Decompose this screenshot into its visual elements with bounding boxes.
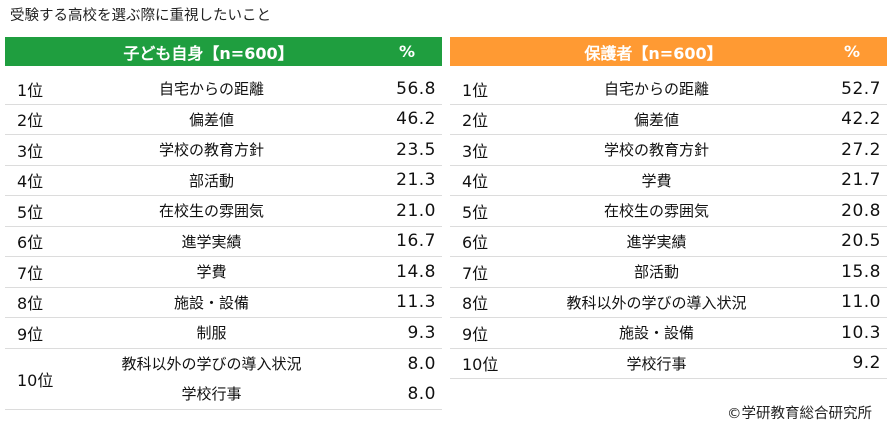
percent-value: 9.2: [852, 353, 881, 374]
percent-value: 56.8: [396, 78, 436, 99]
table-row: 2位 偏差値 46.2: [5, 105, 442, 135]
percent-value: 14.8: [396, 261, 436, 282]
item-label: 進学実績: [181, 232, 242, 251]
rank-label: 9位: [17, 324, 44, 344]
percent-value: 20.8: [841, 200, 881, 221]
percent-value: 21.0: [396, 200, 436, 221]
item-label: 在校生の雰囲気: [158, 202, 264, 221]
rank-label: 6位: [462, 233, 489, 253]
table-row: 6位 進学実績 16.7: [5, 227, 442, 257]
item-label: 部活動: [633, 263, 679, 282]
item-label: 部活動: [188, 171, 234, 190]
item-label: 学校行事: [181, 385, 242, 403]
rank-label: 8位: [17, 294, 44, 314]
table-row: 4位 学費 21.7: [450, 166, 887, 196]
table-row: 9位 制服 9.3: [5, 318, 442, 349]
percent-value: 16.7: [396, 231, 436, 252]
table-header: 子ども自身【n=600】 %: [5, 37, 442, 66]
percent-value: 42.2: [841, 109, 881, 130]
rank-label: 7位: [17, 263, 44, 283]
item-label: 自宅からの距離: [158, 80, 264, 99]
percent-value: 11.0: [841, 292, 881, 313]
percent-value: 9.3: [407, 322, 436, 343]
percent-value: 20.5: [841, 231, 881, 252]
item-label: 教科以外の学びの導入状況: [566, 293, 747, 312]
rank-label: 10位: [462, 355, 499, 375]
rank-label: 4位: [462, 172, 489, 192]
table-row: 8位 施設・設備 11.3: [5, 288, 442, 318]
percent-value: 27.2: [841, 139, 881, 160]
table-row: 6位 進学実績 20.5: [450, 227, 887, 257]
percent-value: 11.3: [396, 292, 436, 313]
percent-value: 46.2: [396, 109, 436, 130]
item-label: 施設・設備: [173, 293, 249, 312]
table-row: 3位 学校の教育方針 23.5: [5, 135, 442, 166]
rank-label: 5位: [462, 202, 489, 222]
item-label: 自宅からの距離: [603, 80, 709, 99]
item-label: 制服: [196, 324, 227, 343]
rank-label: 3位: [17, 141, 44, 161]
children-ranking-table: 子ども自身【n=600】 % 1位 自宅からの距離 56.8 2位 偏差値 46.2 3位学…: [5, 37, 442, 410]
page-title: 受験する高校を選ぶ際に重視したいこと: [10, 8, 271, 24]
percent-value: 52.7: [841, 78, 881, 99]
rank-label: 3位: [462, 141, 489, 161]
table-row: 9位 施設・設備 10.3: [450, 318, 887, 349]
copyright-credit: ©学研教育総合研究所: [727, 406, 872, 422]
table-row: 1位 自宅からの距離 52.7: [450, 74, 887, 105]
table-row: 4位 部活動 21.3: [5, 166, 442, 196]
table-row: 1位 自宅からの距離 56.8: [5, 74, 442, 105]
item-label: 施設・設備: [618, 324, 694, 343]
item-label: 進学実績: [626, 232, 687, 251]
item-label: 学費: [196, 263, 227, 282]
rank-label: 7位: [462, 263, 489, 283]
percent-value: 15.8: [841, 261, 881, 282]
percent-value: 8.0: [407, 383, 436, 404]
rank-label: 8位: [462, 294, 489, 314]
percent-value: 8.0: [407, 353, 436, 374]
rank-label: 2位: [462, 111, 489, 131]
percent-value: 21.3: [396, 170, 436, 191]
item-label: 学校の教育方針: [603, 141, 709, 160]
item-label: 教科以外の学びの導入状況: [121, 355, 302, 373]
table-row: 10位 教科以外の学びの導入状況 8.0 学校行事 8.0: [5, 349, 442, 410]
table-header: 保護者【n=600】 %: [450, 37, 887, 66]
rank-label: 2位: [17, 111, 44, 131]
table-row: 10位 学校行事 9.2: [450, 349, 887, 379]
item-label: 学校行事: [626, 354, 687, 373]
header-percent: %: [843, 42, 861, 61]
header-percent: %: [398, 42, 416, 61]
table-row: 8位 教科以外の学びの導入状況 11.0: [450, 288, 887, 318]
parents-ranking-table: 保護者【n=600】 % 1位 自宅からの距離 52.7 2位 偏差値 42.2 3位 学校の…: [450, 37, 887, 379]
item-label: 在校生の雰囲気: [603, 202, 709, 221]
table-row: 7位 学費 14.8: [5, 257, 442, 288]
rank-label: 10位: [17, 370, 54, 390]
rank-label: 1位: [17, 80, 44, 100]
rank-label: 5位: [17, 202, 44, 222]
table-row: 7位 部活動 15.8: [450, 257, 887, 288]
table-row: 3位 学校の教育方針 27.2: [450, 135, 887, 166]
table-row: 5位 在校生の雰囲気 20.8: [450, 196, 887, 227]
percent-value: 23.5: [396, 139, 436, 160]
table-row: 5位 在校生の雰囲気 21.0: [5, 196, 442, 227]
item-label: 学校の教育方針: [158, 141, 264, 160]
table-row: 2位 偏差値 42.2: [450, 105, 887, 135]
header-label: 保護者【n=600】: [584, 43, 723, 63]
percent-value: 21.7: [841, 170, 881, 191]
item-label: 学費: [641, 171, 672, 190]
percent-value: 10.3: [841, 322, 881, 343]
item-label: 偏差値: [188, 110, 234, 129]
rank-label: 9位: [462, 324, 489, 344]
header-label: 子ども自身【n=600】: [123, 43, 294, 63]
item-label: 偏差値: [633, 110, 679, 129]
rank-label: 6位: [17, 233, 44, 253]
rank-label: 4位: [17, 172, 44, 192]
rank-label: 1位: [462, 80, 489, 100]
